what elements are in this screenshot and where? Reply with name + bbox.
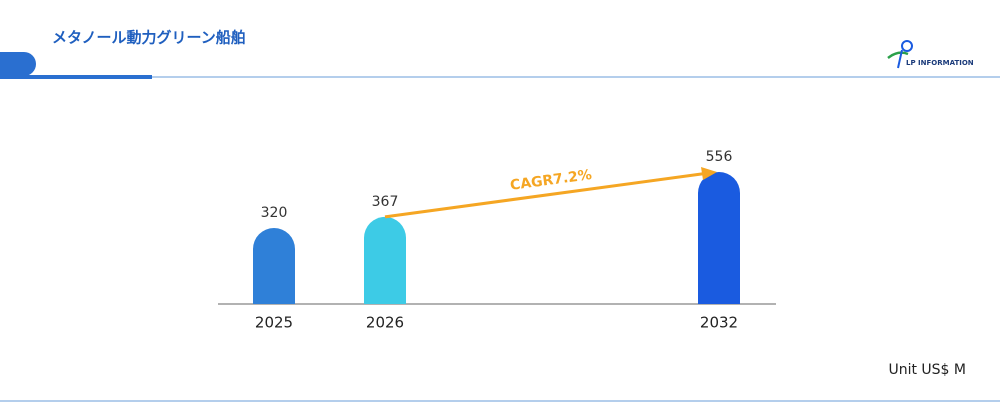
cagr-arrowhead — [701, 167, 717, 180]
value-label: 367 — [372, 194, 399, 210]
bar — [698, 172, 740, 304]
cagr-arrow — [384, 172, 706, 219]
x-tick-label: 2032 — [700, 314, 738, 332]
x-tick-label: 2026 — [366, 314, 404, 332]
header-tab — [0, 52, 36, 76]
value-label: 556 — [706, 149, 733, 165]
logo-ring — [901, 40, 913, 52]
bar — [253, 228, 295, 304]
logo-stem — [897, 49, 903, 69]
value-label: 320 — [261, 205, 288, 221]
logo-text: LP INFORMATION — [906, 59, 974, 67]
x-tick-label: 2025 — [255, 314, 293, 332]
logo-swoosh — [887, 51, 909, 59]
unit-label: Unit US$ M — [888, 362, 966, 378]
logo: LP INFORMATION — [887, 40, 974, 69]
bar — [364, 216, 406, 304]
page-title: メタノール動力グリーン船舶 — [52, 29, 246, 47]
